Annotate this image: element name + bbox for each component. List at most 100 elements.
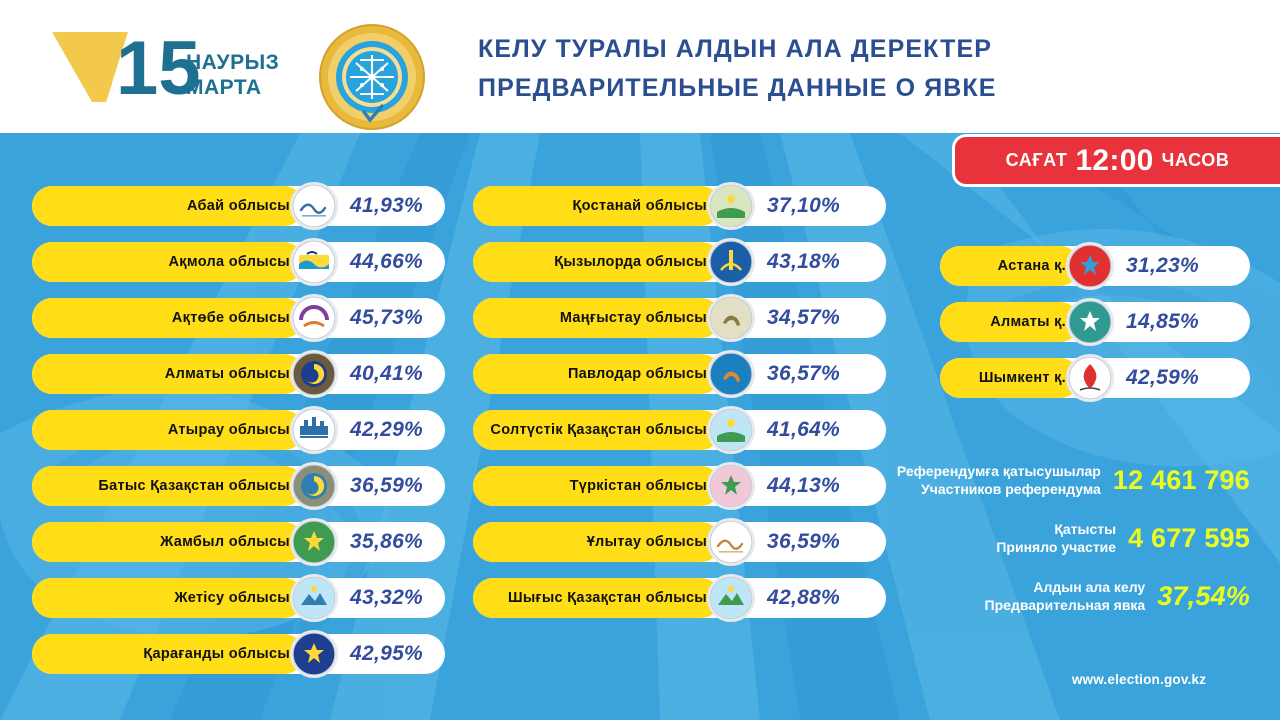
region-name: Солтүстік Қазақстан облысы	[490, 422, 707, 438]
region-name: Ұлытау облысы	[586, 534, 707, 550]
region-row: Алматы қ. 14,85%	[940, 298, 1250, 346]
zhambyl-oblysy-emblem	[290, 518, 338, 566]
summary-block: Референдумға қатысушылар Участников рефе…	[880, 462, 1250, 631]
region-row: Ұлытау облысы 36,59%	[473, 518, 886, 566]
qostanai-oblysy-emblem	[707, 182, 755, 230]
time-prefix-kk: САҒАТ	[1005, 150, 1068, 170]
region-row: Ақтөбе облысы 45,73%	[32, 294, 445, 342]
turkistan-oblysy-emblem	[707, 462, 755, 510]
date-month-ru: МАРТА	[186, 76, 262, 99]
row-name-pill	[32, 298, 304, 338]
almaty-city-emblem	[1066, 298, 1114, 346]
batys-qazaqstan-oblysy-emblem	[290, 462, 338, 510]
row-name-pill	[473, 242, 721, 282]
astana-city-emblem	[1066, 242, 1114, 290]
row-name-pill	[32, 410, 304, 450]
region-row: Түркістан облысы 44,13%	[473, 462, 886, 510]
region-row: Атырау облысы 42,29%	[32, 406, 445, 454]
region-name: Ақтөбе облысы	[171, 310, 290, 326]
cec-seal-icon	[312, 22, 432, 132]
row-name-pill	[940, 246, 1080, 286]
ulytau-oblysy-emblem	[707, 518, 755, 566]
region-turnout-value: 43,18%	[767, 250, 841, 273]
region-name: Павлодар облысы	[567, 366, 707, 382]
row-name-pill	[32, 354, 304, 394]
region-turnout-value: 42,95%	[350, 642, 424, 665]
region-row: Батыс Қазақстан облысы 36,59%	[32, 462, 445, 510]
region-turnout-value: 37,10%	[767, 194, 841, 217]
region-name: Қарағанды облысы	[143, 646, 290, 662]
region-turnout-value: 14,85%	[1126, 310, 1200, 333]
region-turnout-value: 45,73%	[350, 306, 424, 329]
region-row: Қарағанды облысы 42,95%	[32, 630, 445, 678]
region-row: Ақмола облысы 44,66%	[32, 238, 445, 286]
summary-labels: Референдумға қатысушылар Участников рефе…	[897, 462, 1101, 498]
region-name: Абай облысы	[186, 198, 290, 214]
aqmola-oblysy-emblem	[290, 238, 338, 286]
website-url[interactable]: www.election.gov.kz	[1071, 672, 1207, 687]
summary-labels: Алдын ала келу Предварительная явка	[985, 578, 1146, 614]
summary-label-kk: Алдын ала келу	[1033, 579, 1146, 595]
almaty-oblysy-emblem	[290, 350, 338, 398]
region-name: Батыс Қазақстан облысы	[98, 478, 290, 494]
row-name-pill	[473, 186, 721, 226]
region-turnout-value: 35,86%	[350, 530, 424, 553]
row-name-pill	[473, 578, 721, 618]
region-row: Жетісу облысы 43,32%	[32, 574, 445, 622]
date-logo: 15 НАУРЫЗ МАРТА	[46, 28, 280, 110]
region-row: Астана қ. 31,23%	[940, 242, 1250, 290]
region-row: Солтүстік Қазақстан облысы 41,64%	[473, 406, 886, 454]
summary-value-participated: 4 677 595	[1128, 522, 1250, 553]
summary-row: Алдын ала келу Предварительная явка 37,5…	[880, 578, 1250, 614]
summary-label-ru: Участников референдума	[921, 481, 1101, 497]
region-name: Қызылорда облысы	[554, 254, 707, 270]
soltustik-qazaqstan-oblysy-emblem	[707, 406, 755, 454]
row-name-pill	[32, 466, 304, 506]
time-badge: САҒАТ 12:00 ЧАСОВ	[952, 134, 1280, 187]
date-month-kk: НАУРЫЗ	[186, 51, 280, 74]
region-row: Шығыс Қазақстан облысы 42,88%	[473, 574, 886, 622]
abai-oblysy-emblem	[290, 182, 338, 230]
region-turnout-value: 31,23%	[1126, 254, 1200, 277]
title-kk: КЕЛУ ТУРАЛЫ АЛДЫН АЛА ДЕРЕКТЕР	[478, 35, 993, 63]
mangystau-oblysy-emblem	[707, 294, 755, 342]
region-row: Жамбыл облысы 35,86%	[32, 518, 445, 566]
summary-labels: Қатысты Приняло участие	[996, 520, 1116, 556]
zhetisu-oblysy-emblem	[290, 574, 338, 622]
region-turnout-value: 36,57%	[767, 362, 841, 385]
row-name-pill	[32, 522, 304, 562]
row-name-pill	[32, 242, 304, 282]
region-turnout-value: 40,41%	[350, 362, 424, 385]
row-name-pill	[32, 578, 304, 618]
region-name: Атырау облысы	[167, 422, 290, 438]
region-name: Шымкент қ.	[978, 370, 1066, 386]
summary-label-kk: Қатысты	[1054, 521, 1117, 537]
time-value: 12:00	[1075, 143, 1154, 177]
region-turnout-value: 42,59%	[1126, 366, 1200, 389]
region-turnout-value: 41,93%	[350, 194, 424, 217]
region-row: Маңғыстау облысы 34,57%	[473, 294, 886, 342]
row-name-pill	[473, 522, 721, 562]
row-name-pill	[32, 186, 304, 226]
summary-label-kk: Референдумға қатысушылар	[896, 463, 1101, 479]
region-name: Шығыс Қазақстан облысы	[507, 590, 707, 606]
region-row: Абай облысы 41,93%	[32, 182, 445, 230]
region-name: Астана қ.	[997, 258, 1066, 274]
region-turnout-value: 41,64%	[767, 418, 841, 441]
header: 15 НАУРЫЗ МАРТА	[0, 0, 1280, 133]
summary-label-ru: Предварительная явка	[984, 597, 1146, 613]
row-name-pill	[32, 634, 304, 674]
region-name: Ақмола облысы	[168, 254, 290, 270]
row-name-pill	[940, 302, 1080, 342]
row-name-pill	[473, 466, 721, 506]
row-name-pill	[473, 298, 721, 338]
region-turnout-value: 42,88%	[767, 586, 841, 609]
region-row: Қызылорда облысы 43,18%	[473, 238, 886, 286]
svg-text:15: 15	[116, 28, 201, 110]
region-turnout-value: 43,32%	[350, 586, 424, 609]
region-turnout-value: 42,29%	[350, 418, 424, 441]
region-row: Алматы облысы 40,41%	[32, 350, 445, 398]
summary-value-turnout: 37,54%	[1157, 580, 1250, 611]
shygys-qazaqstan-oblysy-emblem	[707, 574, 755, 622]
